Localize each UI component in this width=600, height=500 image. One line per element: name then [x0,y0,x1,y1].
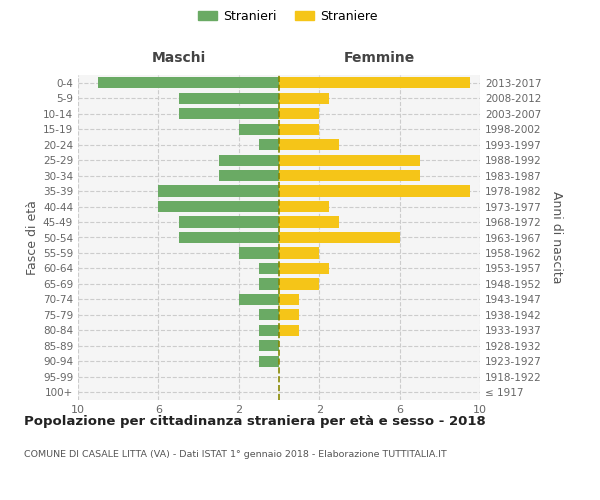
Text: Maschi: Maschi [151,51,206,65]
Bar [279,201,329,212]
Text: Popolazione per cittadinanza straniera per età e sesso - 2018: Popolazione per cittadinanza straniera p… [24,415,486,428]
Bar [239,294,279,305]
Bar [279,186,470,196]
Bar [279,124,319,134]
Bar [158,186,279,196]
Text: Femmine: Femmine [344,51,415,65]
Bar [279,263,329,274]
Bar [279,248,319,258]
Bar [179,108,279,120]
Bar [279,310,299,320]
Bar [239,248,279,258]
Bar [279,294,299,305]
Y-axis label: Anni di nascita: Anni di nascita [550,191,563,284]
Bar [279,139,340,150]
Bar [179,216,279,228]
Bar [279,325,299,336]
Bar [259,139,279,150]
Bar [279,170,420,181]
Bar [98,77,279,88]
Bar [259,356,279,367]
Bar [279,77,470,88]
Bar [259,263,279,274]
Bar [259,325,279,336]
Bar [279,92,329,104]
Bar [179,232,279,243]
Bar [259,310,279,320]
Bar [158,201,279,212]
Bar [218,154,279,166]
Bar [259,278,279,289]
Bar [279,216,340,228]
Bar [279,232,400,243]
Y-axis label: Fasce di età: Fasce di età [26,200,39,275]
Text: COMUNE DI CASALE LITTA (VA) - Dati ISTAT 1° gennaio 2018 - Elaborazione TUTTITAL: COMUNE DI CASALE LITTA (VA) - Dati ISTAT… [24,450,447,459]
Bar [279,278,319,289]
Bar [279,108,319,120]
Legend: Stranieri, Straniere: Stranieri, Straniere [193,5,383,28]
Bar [259,340,279,351]
Bar [218,170,279,181]
Bar [239,124,279,134]
Bar [279,154,420,166]
Bar [179,92,279,104]
